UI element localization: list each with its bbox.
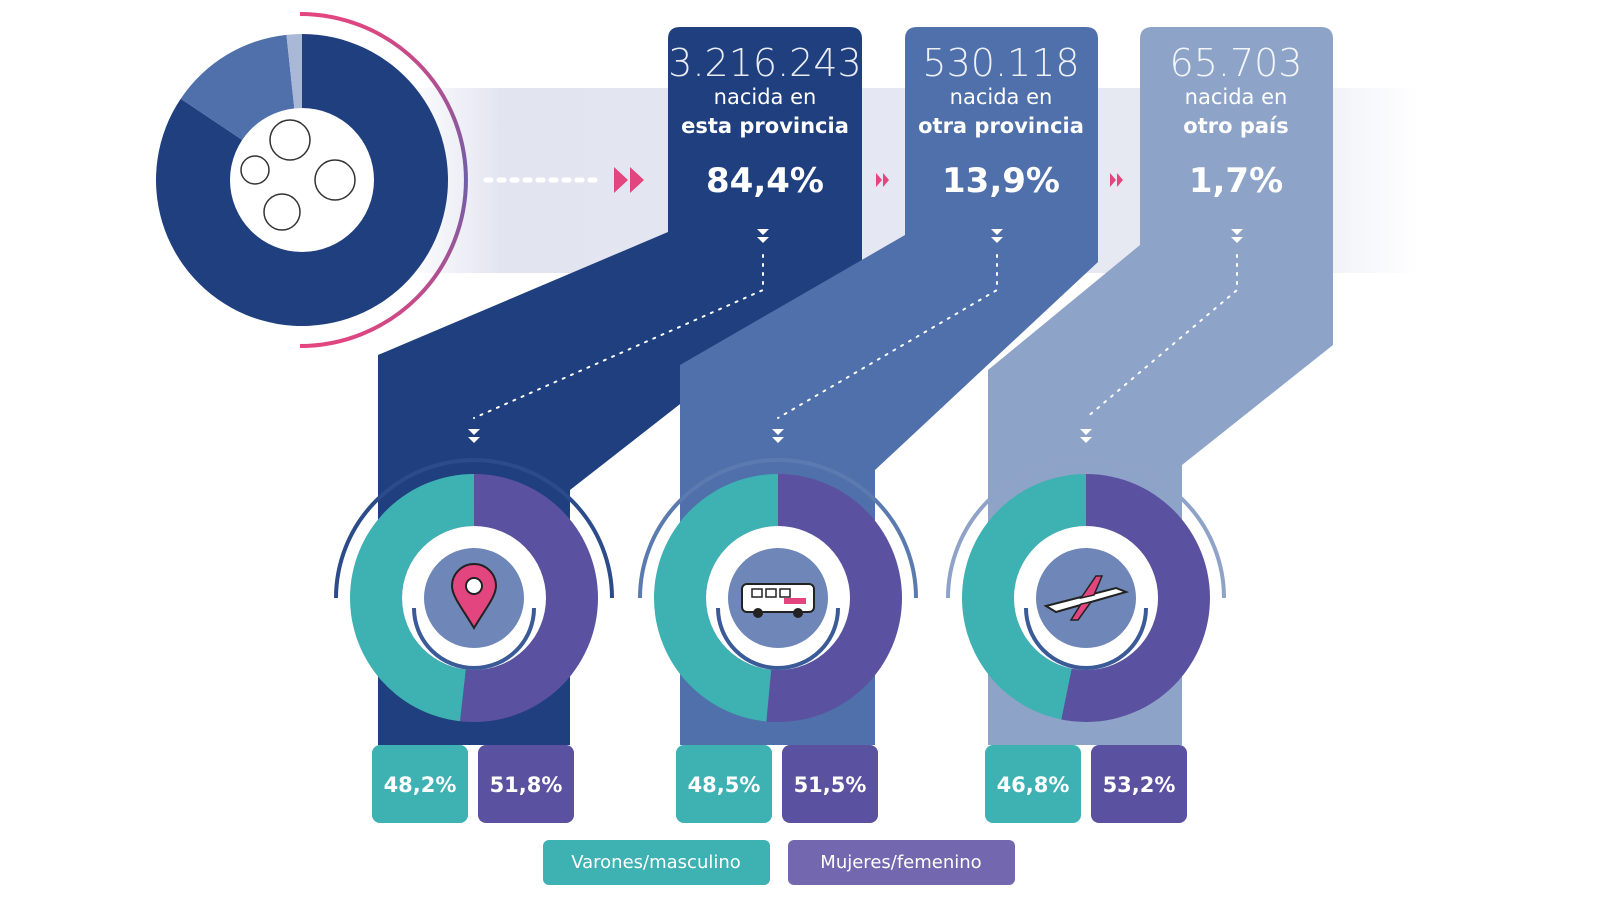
male-percent-box xyxy=(372,745,468,823)
female-percent: 53,2% xyxy=(1103,773,1176,797)
population-count: 530.118 xyxy=(922,41,1079,85)
faces-icon xyxy=(240,119,356,231)
dotted-arrow xyxy=(483,167,644,193)
label-line2: otro país xyxy=(1183,114,1288,138)
male-percent: 46,8% xyxy=(997,773,1070,797)
chevron-down-icon xyxy=(1231,237,1243,243)
dotted-connector xyxy=(777,254,998,419)
dotted-connector xyxy=(473,254,764,419)
share-percent: 84,4% xyxy=(706,161,824,201)
chevron-down-icon xyxy=(757,237,769,243)
legend-female-label: Mujeres/femenino xyxy=(820,852,981,873)
dotted-connector xyxy=(1085,254,1238,419)
label-line1: nacida en xyxy=(1185,85,1288,109)
chevron-down-icon xyxy=(468,437,480,443)
small-arrow-icon xyxy=(1110,173,1123,187)
female-percent-box xyxy=(478,745,574,823)
legend: Varones/masculino Mujeres/femenino xyxy=(543,840,1015,885)
female-slice xyxy=(460,474,598,722)
female-percent: 51,8% xyxy=(490,773,563,797)
chevron-down-icon xyxy=(1080,429,1092,435)
label-line1: nacida en xyxy=(950,85,1053,109)
icon-arc xyxy=(716,607,840,670)
population-count: 65.703 xyxy=(1170,41,1303,85)
bus-icon xyxy=(741,583,815,618)
male-slice xyxy=(349,474,474,722)
chevron-down-icon xyxy=(1231,229,1243,235)
icon-arc xyxy=(1024,607,1148,670)
population-count: 3.216.243 xyxy=(668,41,861,85)
male-slice xyxy=(654,474,778,722)
chevron-down-icon xyxy=(772,437,784,443)
label-line2: otra provincia xyxy=(918,114,1084,138)
legend-male-swatch xyxy=(543,840,770,885)
small-arrow-icon xyxy=(876,173,889,187)
map-pin-icon xyxy=(450,563,498,630)
chevron-down-icon xyxy=(757,229,769,235)
label-line2: esta provincia xyxy=(681,114,849,138)
pink-arc xyxy=(299,12,468,348)
female-percent-box xyxy=(782,745,878,823)
legend-male-label: Varones/masculino xyxy=(571,852,741,873)
donut-arc xyxy=(638,458,918,599)
icon-arc xyxy=(412,607,536,670)
chevron-down-icon xyxy=(1080,437,1092,443)
donut-arc xyxy=(334,458,614,599)
legend-female-swatch xyxy=(788,840,1015,885)
airplane-icon xyxy=(1043,575,1130,621)
female-percent-box xyxy=(1091,745,1187,823)
chevron-down-icon xyxy=(468,429,480,435)
female-percent: 51,5% xyxy=(794,773,867,797)
male-percent: 48,2% xyxy=(384,773,457,797)
female-slice xyxy=(766,474,903,723)
chevron-down-icon xyxy=(991,237,1003,243)
people-illustration xyxy=(230,108,374,252)
chevron-down-icon xyxy=(772,429,784,435)
share-percent: 1,7% xyxy=(1189,161,1283,201)
share-percent: 13,9% xyxy=(942,161,1060,201)
donut-arc xyxy=(946,458,1226,599)
male-percent: 48,5% xyxy=(688,773,761,797)
male-percent-box xyxy=(676,745,772,823)
female-slice xyxy=(1061,474,1211,722)
male-percent-box xyxy=(985,745,1081,823)
chevron-down-icon xyxy=(991,229,1003,235)
male-slice xyxy=(962,474,1086,720)
label-line1: nacida en xyxy=(714,85,817,109)
